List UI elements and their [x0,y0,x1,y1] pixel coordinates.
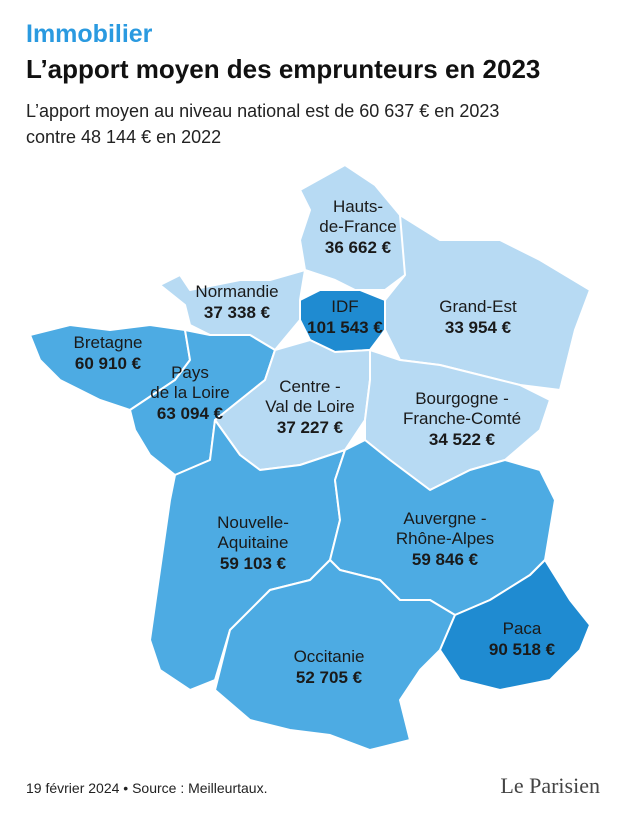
region-label: Grand-Est 33 954 € [439,297,517,337]
region-name: Normandie [195,282,278,301]
region-label: Occitanie 52 705 € [294,647,365,687]
region-label: Normandie 37 338 € [195,282,278,322]
logo: Le Parisien [500,773,600,798]
subtitle: L’apport moyen au niveau national est de… [26,98,499,150]
region-value: 59 846 € [412,550,479,569]
region-value: 34 522 € [429,430,496,449]
region-name: Grand-Est [439,297,517,316]
region-label: Centre -Val de Loire 37 227 € [265,377,354,437]
region [299,289,386,353]
region-name: de la Loire [150,383,229,402]
region-label: Paca 90 518 € [489,619,556,659]
region-name: Bretagne [74,333,143,352]
region-label: Bretagne 60 910 € [74,333,143,373]
region-label: Pays de la Loire 63 094 € [150,363,229,423]
region-name: Pays [171,363,209,382]
region-name: Auvergne - [403,509,486,528]
region-name: Aquitaine [218,533,289,552]
region-label: Bourgogne -Franche-Comté 34 522 € [403,389,521,449]
region-name: Nouvelle- [217,513,289,532]
region-name: Val de Loire [265,397,354,416]
region-label: Nouvelle-Aquitaine 59 103 € [217,513,289,573]
title: L’apport moyen des emprunteurs en 2023 [26,54,541,84]
subtitle-line: contre 48 144 € en 2022 [26,127,222,147]
region-value: 59 103 € [220,554,287,573]
kicker: Immobilier [26,20,153,48]
region-name: Franche-Comté [403,409,521,428]
region [299,164,416,291]
region-value: 101 543 € [307,318,383,337]
region-name: Centre - [279,377,340,396]
region-name: Bourgogne - [415,389,509,408]
region-label: Auvergne -Rhône-Alpes 59 846 € [396,509,494,569]
region [439,559,591,691]
region-name: Occitanie [294,647,365,666]
region-value: 37 227 € [277,418,344,437]
region-name: Rhône-Alpes [396,529,494,548]
region-value: 52 705 € [296,668,363,687]
region-value: 37 338 € [204,303,271,322]
region-value: 63 094 € [157,404,224,423]
region-value: 33 954 € [445,318,512,337]
region-value: 60 910 € [75,354,142,373]
region-value: 36 662 € [325,238,392,257]
region [159,269,306,351]
region-value: 90 518 € [489,640,556,659]
subtitle-line: L’apport moyen au niveau national est de… [26,101,500,121]
region-name: IDF [331,297,358,316]
source: 19 février 2024 • Source : Meilleurtaux. [26,780,268,796]
region-name: de-France [319,217,396,236]
region-label: IDF 101 543 € [307,297,383,337]
region-label: Hauts-de-France 36 662 € [319,197,396,257]
region-name: Hauts- [333,197,383,216]
region-name: Paca [503,619,542,638]
